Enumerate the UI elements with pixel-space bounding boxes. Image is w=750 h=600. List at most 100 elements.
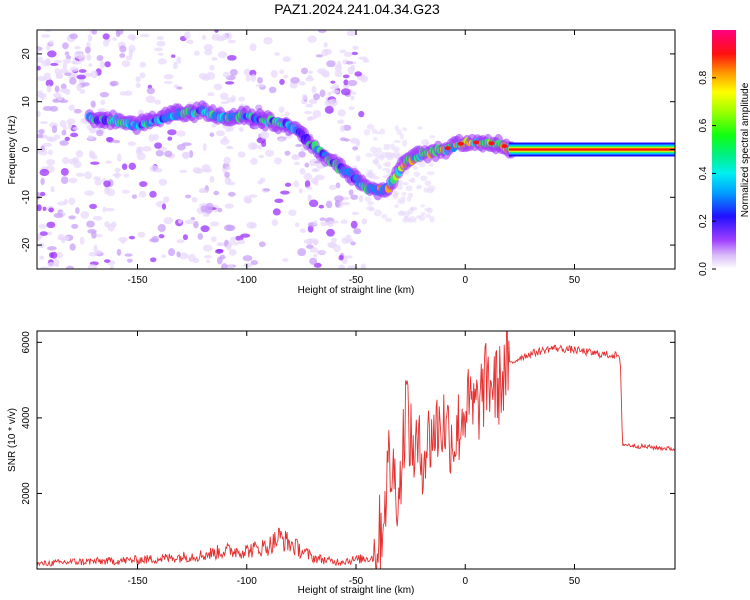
spectrogram-noise-blob — [288, 209, 297, 216]
spectrogram-noise-blob — [163, 80, 173, 85]
spectrogram-noise-blob — [53, 134, 61, 140]
spectrogram-noise-blob — [209, 221, 220, 227]
y-tick-label: 6000 — [21, 331, 32, 354]
spectrogram-noise-blob — [39, 266, 50, 269]
spectrogram-noise-blob — [99, 91, 110, 98]
spectrogram-noise-blob — [209, 132, 215, 137]
spectrogram-noise-blob — [214, 30, 219, 33]
spectrogram-noise-blob — [128, 235, 135, 240]
spectrogram-noise-blob — [237, 151, 246, 158]
spectrogram-noise-blob — [209, 176, 215, 183]
spectrogram-noise-blob — [81, 82, 90, 87]
spectrogram-noise-blob — [40, 121, 48, 125]
snr-y-ticks: 2000 4000 6000 — [21, 331, 675, 505]
spectrogram-noise-blob — [350, 64, 356, 71]
spectrogram-noise-blob — [220, 138, 230, 146]
spectrogram-noise-blob — [116, 248, 122, 256]
spectrogram-noise-blob — [282, 258, 289, 262]
spectrogram-noise-blob — [412, 165, 419, 171]
spectrogram-noise-blob — [224, 203, 234, 209]
spectrogram-noise-blob — [102, 39, 110, 47]
spectrogram-noise-blob — [131, 194, 138, 199]
spectrogram-noise-blob — [164, 150, 173, 158]
spectrogram-noise-blob — [41, 34, 51, 38]
spectrogram-noise-blob — [232, 241, 240, 246]
spectrogram-peak — [457, 141, 464, 146]
spectrogram-noise-blob — [246, 221, 256, 229]
spectrogram-noise-blob — [226, 244, 232, 251]
colorbar-ticks: 0.0 0.2 0.4 0.6 0.8 — [698, 70, 716, 276]
spectrogram-noise-blob — [157, 52, 164, 56]
spectrogram-noise-blob — [37, 65, 41, 71]
spectrogram-noise-blob — [283, 74, 289, 79]
spectrogram-noise-blob — [186, 39, 194, 45]
spectrogram-noise-blob — [424, 180, 432, 187]
spectrogram-noise-blob — [110, 221, 117, 228]
spectrogram-noise-blob — [368, 172, 376, 179]
spectrogram-noise-blob — [96, 129, 104, 137]
spectrogram-noise-blob — [328, 98, 338, 107]
spectrogram-noise-blob — [112, 173, 122, 177]
spectrogram-noise-blob — [366, 205, 375, 211]
spectrogram-noise-blob — [149, 190, 157, 198]
spectrogram-noise-blob — [71, 223, 79, 229]
spectrogram-noise-blob — [375, 147, 383, 154]
spectrogram-noise-blob — [274, 52, 281, 56]
spectrogram-noise-blob — [190, 216, 196, 221]
spectrogram-noise-blob — [139, 72, 146, 79]
spectrogram-noise-blob — [40, 177, 45, 186]
spectrogram-noise-blob — [217, 36, 225, 42]
spectrogram-noise-blob — [39, 255, 45, 260]
spectrogram-noise-blob — [306, 117, 314, 121]
spectrogram-noise-blob — [206, 259, 211, 264]
spectrogram-noise-blob — [326, 228, 335, 237]
spectrogram-noise-blob — [292, 154, 298, 159]
spectrogram-peak — [473, 140, 480, 145]
spectrogram-noise-blob — [223, 224, 234, 231]
spectrogram-noise-blob — [420, 204, 425, 208]
spectrogram-noise-blob — [120, 240, 126, 244]
spectrogram-noise-blob — [237, 239, 246, 245]
spectrogram-noise-blob — [102, 206, 107, 213]
spectrogram-peak — [444, 146, 451, 151]
spectrogram-noise-blob — [425, 213, 432, 219]
spectrogram-noise-blob — [243, 68, 252, 77]
spectrogram-noise-blob — [385, 161, 392, 168]
spectrogram-noise-blob — [300, 67, 309, 75]
spectrogram-noise-blob — [45, 44, 51, 51]
spectrogram-noise-blob — [243, 195, 252, 204]
spectrogram-noise-blob — [274, 198, 284, 204]
spectrogram-noise-blob — [157, 58, 167, 65]
spectrogram-noise-blob — [257, 77, 263, 84]
spectrogram-noise-blob — [124, 253, 133, 257]
spectrogram-noise-blob — [282, 56, 291, 62]
spectrogram-noise-blob — [367, 200, 374, 206]
snr-x-axis-label: Height of straight line (km) — [298, 585, 415, 596]
spectrogram-noise-blob — [176, 143, 186, 151]
spectrogram-noise-blob — [115, 30, 121, 38]
spectrogram-noise-blob — [274, 157, 282, 165]
spectrogram-noise-blob — [142, 146, 152, 152]
spectrogram-noise-blob — [298, 188, 303, 194]
spectrogram-noise-blob — [69, 66, 80, 72]
spectrogram-noise-blob — [47, 246, 57, 251]
spectrogram-noise-blob — [263, 188, 271, 192]
spectrogram-noise-blob — [49, 105, 59, 112]
spectrogram-noise-blob — [193, 220, 199, 229]
spectrogram-noise-blob — [211, 56, 218, 61]
spectrogram-noise-blob — [47, 138, 57, 142]
spectrogram-noise-blob — [69, 243, 76, 251]
spectrogram-noise-blob — [423, 187, 429, 193]
spectrogram-noise-blob — [102, 33, 110, 40]
spectrogram-noise-blob — [324, 105, 334, 114]
spectrogram-noise-blob — [54, 85, 60, 93]
spectrogram-noise-blob — [360, 263, 367, 269]
spectrogram-noise-blob — [402, 182, 409, 186]
spectrogram-noise-blob — [242, 255, 253, 262]
spectrogram-noise-blob — [243, 262, 252, 268]
spectrogram-noise-blob — [68, 177, 78, 184]
spectrogram-noise-blob — [339, 49, 347, 54]
spectrogram-noise-blob — [43, 72, 51, 78]
spectrogram-noise-blob — [402, 218, 410, 223]
spectrogram-noise-blob — [408, 216, 417, 222]
